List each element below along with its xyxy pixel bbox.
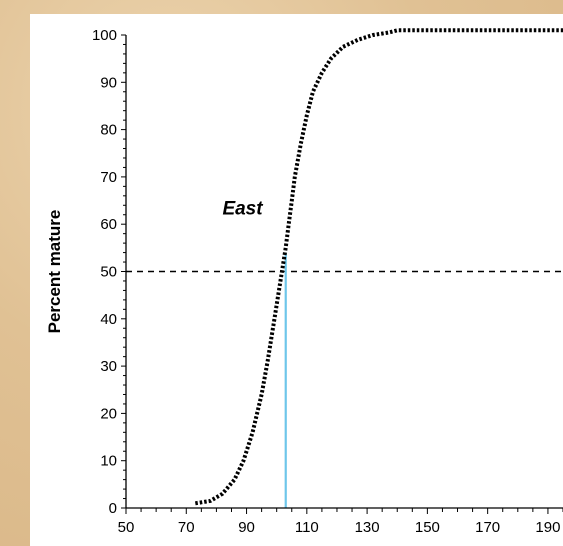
y-tick-label: 50 bbox=[100, 264, 117, 281]
series-line-maturity-curve bbox=[194, 28, 563, 506]
y-tick-label: 60 bbox=[100, 216, 117, 233]
y-tick-label: 30 bbox=[100, 358, 117, 375]
x-tick-label: 110 bbox=[295, 519, 319, 536]
annotation-east: East bbox=[222, 199, 263, 220]
y-tick-label: 10 bbox=[100, 453, 117, 470]
y-tick-label: 80 bbox=[100, 122, 117, 139]
y-tick-label: 90 bbox=[100, 74, 117, 91]
x-tick-label: 50 bbox=[118, 519, 135, 536]
y-axis-title: Percent mature bbox=[45, 210, 64, 334]
maturity-chart: 0 10 20 30 40 50 60 70 80 90 100 50 70 90 110 130 150 170… bbox=[45, 27, 563, 536]
y-tick-label: 0 bbox=[109, 500, 117, 517]
y-tick-label: 40 bbox=[100, 311, 117, 328]
y-tick-label: 70 bbox=[100, 169, 117, 186]
x-tick-label: 190 bbox=[535, 519, 560, 536]
y-tick-label: 100 bbox=[92, 27, 117, 44]
x-tick-label: 170 bbox=[475, 519, 500, 536]
y-tick-label: 20 bbox=[100, 405, 117, 422]
x-tick-label: 150 bbox=[415, 519, 440, 536]
x-tick-label: 70 bbox=[178, 519, 195, 536]
x-tick-label: 130 bbox=[355, 519, 380, 536]
chart-panel: 0 10 20 30 40 50 60 70 80 90 100 50 70 90 110 130 150 170… bbox=[30, 14, 563, 546]
x-tick-label: 90 bbox=[238, 519, 255, 536]
